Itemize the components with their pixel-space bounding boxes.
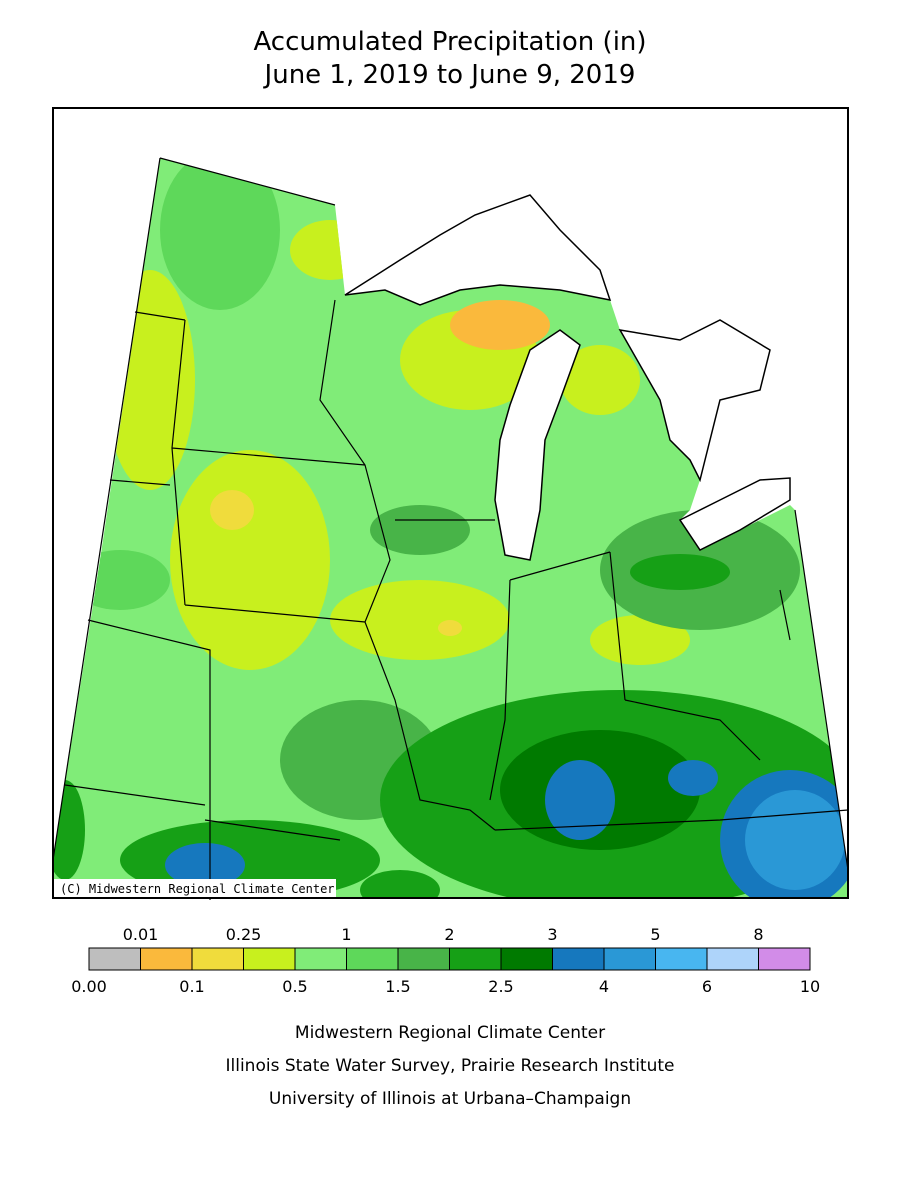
- lake-huron: [618, 319, 771, 483]
- legend-swatch: [346, 947, 399, 971]
- legend-label: 4: [599, 977, 609, 996]
- footer-line: Midwestern Regional Climate Center: [295, 1023, 605, 1043]
- legend-label: 1.5: [385, 977, 410, 996]
- domain-edge: [52, 157, 849, 898]
- legend-label: 2.5: [488, 977, 513, 996]
- lake-superior: [344, 194, 612, 306]
- credit: (C) Midwestern Regional Climate Center: [60, 882, 335, 896]
- legend-label: 1: [341, 925, 351, 944]
- legend-label: 8: [753, 925, 763, 944]
- legend-label: 0.1: [179, 977, 204, 996]
- title: Accumulated Precipitation (in): [253, 27, 646, 57]
- legend: 0.00 0.01 0.1 0.25 0.5 1 1.5 2 2.5 3 4 5 6 8 10: [71, 925, 820, 996]
- footer: Midwestern Regional Climate Center Illino…: [226, 1023, 675, 1109]
- legend-label: 0.5: [282, 977, 307, 996]
- legend-label: 5: [650, 925, 660, 944]
- lake-michigan: [494, 329, 581, 561]
- legend-swatch: [88, 947, 141, 971]
- credit-box: [54, 879, 336, 897]
- legend-swatch: [140, 947, 193, 971]
- legend-label: 10: [800, 977, 820, 996]
- legend-label: 0.25: [226, 925, 262, 944]
- map-frame: [52, 107, 849, 899]
- footer-line: University of Illinois at Urbana–Champai…: [269, 1089, 631, 1109]
- map: (C) Midwestern Regional Climate Center: [52, 107, 849, 900]
- legend-swatch: [603, 947, 656, 971]
- legend-swatch: [294, 947, 347, 971]
- legend-swatch: [500, 947, 553, 971]
- state-borders: [64, 299, 849, 900]
- lake-erie: [678, 477, 791, 551]
- subtitle: June 1, 2019 to June 9, 2019: [263, 60, 636, 90]
- legend-swatch: [706, 947, 759, 971]
- legend-swatch: [655, 947, 708, 971]
- legend-label: 3: [547, 925, 557, 944]
- legend-label: 6: [702, 977, 712, 996]
- legend-swatch: [758, 947, 811, 971]
- legend-swatch: [397, 947, 450, 971]
- footer-line: Illinois State Water Survey, Prairie Res…: [226, 1056, 675, 1076]
- legend-label: 0.00: [71, 977, 107, 996]
- legend-swatch: [552, 947, 605, 971]
- legend-label: 2: [444, 925, 454, 944]
- legend-label: 0.01: [123, 925, 159, 944]
- legend-swatch: [191, 947, 244, 971]
- legend-swatch: [449, 947, 502, 971]
- legend-swatch: [243, 947, 296, 971]
